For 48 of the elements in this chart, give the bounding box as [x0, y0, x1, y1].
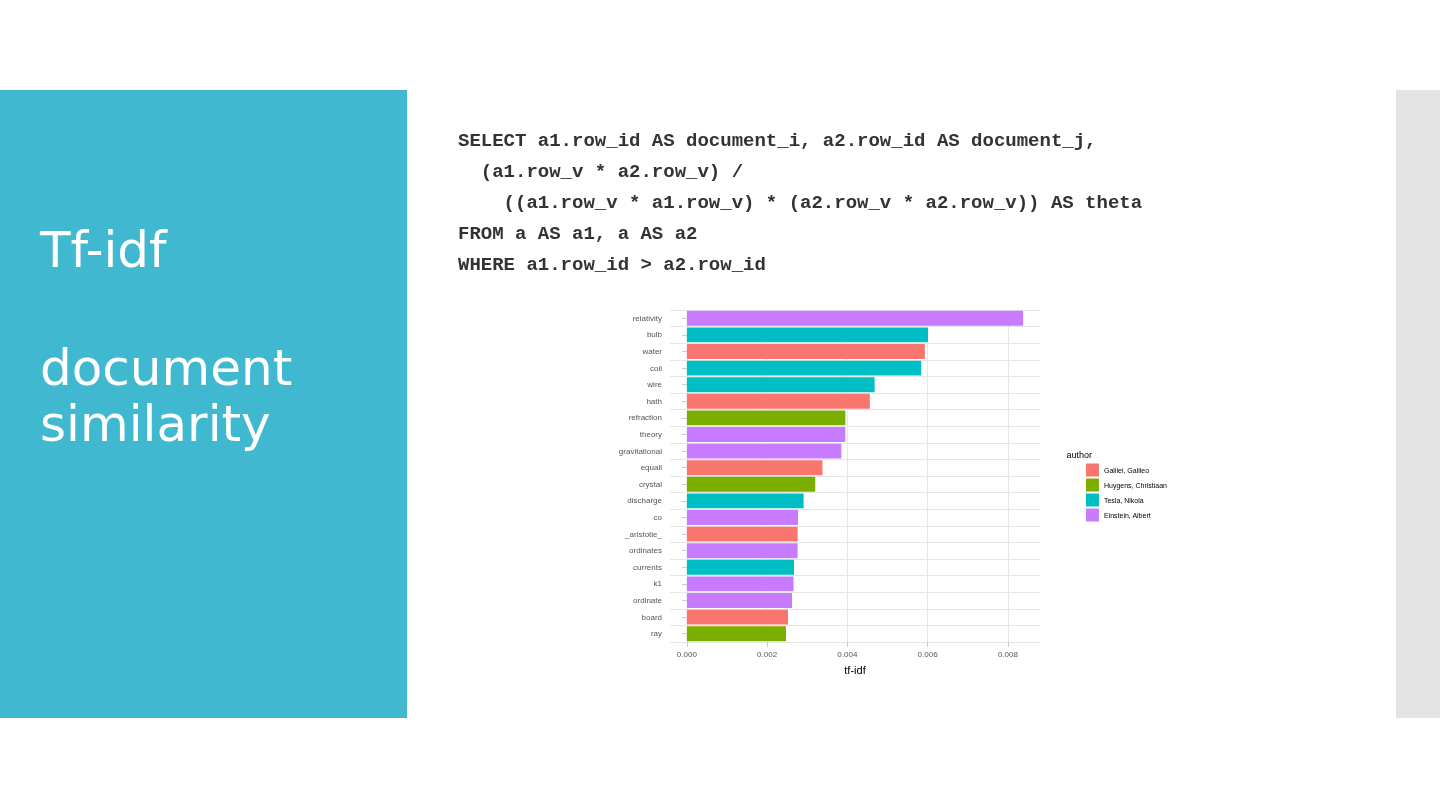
- bar: [686, 576, 794, 592]
- bar: [686, 344, 925, 359]
- bar: [686, 510, 799, 525]
- y-tick-label: discharge: [627, 496, 663, 506]
- x-axis-title: tf-idf: [844, 663, 867, 676]
- bar: [686, 327, 929, 343]
- bar: [686, 410, 846, 426]
- bar: [686, 310, 1024, 326]
- x-tick-label: 0.002: [757, 649, 778, 659]
- x-tick-label: 0.008: [997, 649, 1019, 659]
- y-tick-label: crystal: [638, 479, 663, 489]
- bar: [686, 427, 846, 442]
- bar: [686, 443, 842, 459]
- x-tick-label: 0.006: [917, 649, 939, 659]
- y-tick-label: k1: [653, 579, 663, 589]
- bar: [686, 609, 788, 625]
- y-tick-label: currents: [633, 562, 662, 572]
- text: document similarity: [40, 339, 294, 453]
- y-tick-label: ray: [650, 629, 662, 639]
- text: SELECT a1.row_id AS document_i, a2.row_id AS document_j, (a1.row_v * a2.row_v) / ((a1.row_v * a1.row_v) * (a2.row_v * a2.row_v)) AS theta FROM a AS a1, a AS a2 WHERE a1.row_id > a2.row_id: [458, 129, 1143, 278]
- y-tick-label: ordinate: [633, 596, 663, 605]
- text: Tf-idf: [40, 221, 167, 279]
- x-tick-label: 0.004: [837, 649, 858, 659]
- y-tick-label: ordinates: [629, 546, 662, 556]
- y-tick-label: board: [641, 612, 662, 622]
- y-tick-label: co: [653, 513, 663, 522]
- bar: [686, 526, 798, 542]
- legend-title: author: [1066, 449, 1093, 460]
- bar: [686, 493, 804, 509]
- y-tick-label: bulb: [646, 330, 663, 340]
- y-tick-label: theory: [639, 430, 662, 439]
- bar: [686, 593, 792, 608]
- bar: [686, 393, 870, 409]
- y-tick-label: relativity: [632, 313, 662, 323]
- bar: [686, 626, 786, 642]
- bar: [686, 559, 794, 575]
- bar: [686, 543, 798, 559]
- y-tick-label: water: [641, 347, 663, 356]
- y-tick-label: hath: [646, 396, 662, 406]
- bar: [686, 476, 816, 492]
- bar: [686, 460, 823, 476]
- y-tick-label: wire: [646, 380, 663, 390]
- y-tick-label: refraction: [628, 413, 662, 423]
- y-tick-label: gravitational: [618, 446, 663, 456]
- x-tick-label: 0.000: [676, 649, 698, 659]
- y-tick-label: _aristotle_: [624, 529, 663, 539]
- y-tick-label: equall: [640, 463, 663, 473]
- y-tick-label: coil: [649, 363, 663, 373]
